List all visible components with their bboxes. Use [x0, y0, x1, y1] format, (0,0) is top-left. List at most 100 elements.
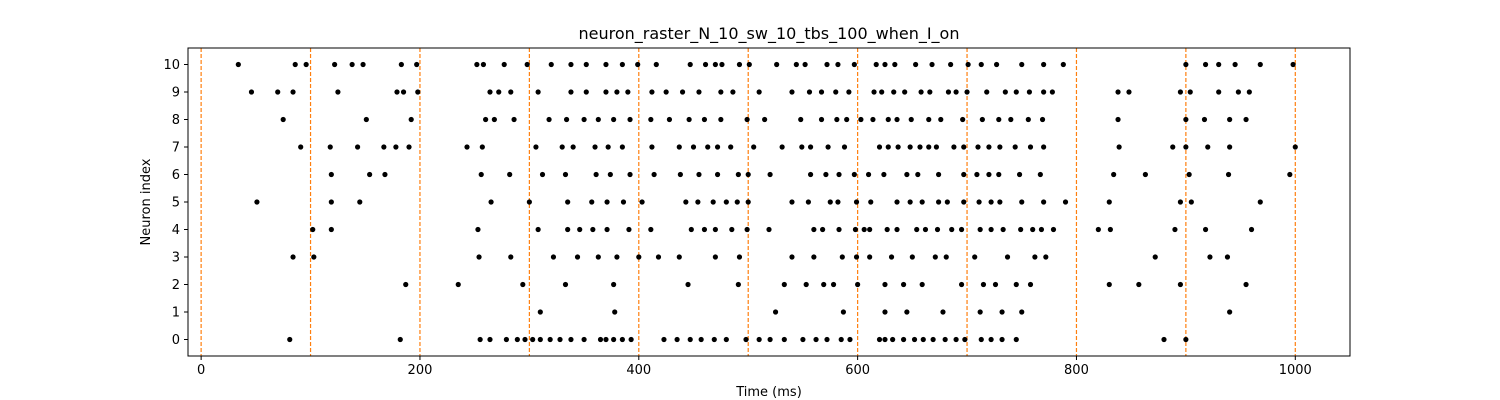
spike-n9-37	[984, 89, 990, 95]
spike-n8-1	[363, 116, 369, 123]
spike-n6-8	[607, 171, 613, 178]
y-tick-label-10: 10	[163, 58, 180, 73]
spike-n0-44	[988, 336, 994, 343]
spike-n2-19	[1027, 281, 1034, 288]
spike-n8-8	[581, 116, 587, 123]
spike-n6-0	[328, 171, 334, 178]
spike-n0-21	[698, 336, 704, 343]
spike-n7-22	[799, 144, 805, 150]
spike-n6-25	[935, 171, 942, 178]
spike-n3-20	[932, 254, 938, 260]
spike-n7-18	[714, 144, 721, 150]
spike-n4-17	[820, 226, 826, 233]
spike-n4-34	[1038, 226, 1045, 233]
spike-n2-4	[611, 281, 617, 288]
spike-n3-17	[867, 254, 873, 260]
spike-n7-35	[975, 144, 981, 150]
spike-n0-29	[813, 336, 819, 343]
spike-n6-35	[1225, 171, 1232, 178]
spike-n0-33	[876, 336, 883, 343]
spike-n10-33	[892, 61, 898, 68]
spike-n5-10	[683, 199, 689, 205]
spike-n7-4	[393, 144, 399, 150]
spike-n4-15	[766, 226, 772, 233]
spike-n6-28	[986, 171, 992, 178]
spike-n10-44	[1202, 61, 1209, 68]
spike-n9-12	[583, 89, 589, 95]
spike-n10-22	[719, 61, 725, 68]
spike-n6-13	[714, 171, 721, 178]
spike-n9-25	[818, 89, 825, 95]
spike-n7-5	[406, 144, 412, 150]
spike-n0-28	[800, 336, 806, 343]
spike-n4-35	[1050, 226, 1057, 233]
spike-n7-13	[619, 144, 625, 150]
spike-n4-24	[914, 226, 920, 233]
spike-n9-26	[833, 89, 839, 95]
spike-n8-17	[744, 116, 750, 123]
spike-n8-14	[686, 116, 692, 123]
spike-n9-40	[1026, 89, 1033, 95]
y-tick-label-9: 9	[172, 86, 180, 101]
spike-n5-36	[1188, 199, 1194, 205]
spike-n7-37	[997, 144, 1003, 150]
spike-n7-7	[479, 144, 485, 150]
spike-n1-6	[940, 309, 946, 315]
spike-n4-8	[626, 226, 632, 233]
spike-n5-12	[710, 199, 716, 205]
spike-n2-13	[900, 281, 907, 288]
spike-n7-42	[1170, 144, 1176, 150]
spike-n6-3	[478, 171, 484, 178]
spike-n5-26	[944, 199, 950, 205]
spike-n8-9	[595, 116, 601, 123]
spike-n4-12	[712, 226, 718, 233]
spike-n6-2	[382, 171, 388, 178]
spike-n3-10	[676, 254, 682, 260]
spike-n5-16	[789, 199, 795, 205]
spike-n9-20	[718, 89, 724, 95]
spike-n2-22	[1177, 281, 1184, 288]
spike-n1-10	[1227, 309, 1233, 315]
spike-n3-25	[1043, 254, 1049, 260]
spike-n6-36	[1287, 171, 1293, 178]
spike-n4-18	[836, 226, 842, 233]
spike-n3-5	[574, 254, 581, 260]
spike-n4-16	[811, 226, 817, 233]
spike-n9-33	[927, 89, 933, 95]
spike-n6-10	[651, 171, 657, 178]
spike-n0-46	[1013, 336, 1019, 343]
spike-n3-22	[972, 254, 978, 260]
spike-n8-10	[611, 116, 617, 123]
spike-n4-21	[867, 226, 873, 233]
spike-n9-5	[400, 89, 407, 95]
spike-n8-20	[818, 116, 825, 123]
spike-n0-9	[547, 336, 553, 343]
spike-n6-33	[1142, 171, 1148, 178]
spike-n4-2	[475, 226, 481, 233]
spike-n6-4	[507, 171, 513, 178]
spike-n8-3	[483, 116, 489, 123]
spike-n3-4	[550, 254, 557, 260]
spike-n6-1	[367, 171, 373, 178]
spike-n10-29	[835, 61, 841, 68]
spike-n7-12	[605, 144, 611, 150]
spike-n10-20	[702, 61, 709, 68]
spike-n2-1	[403, 281, 409, 288]
spike-n6-14	[735, 171, 741, 178]
spike-n7-20	[751, 144, 757, 150]
spike-n4-11	[701, 226, 708, 233]
spike-n0-14	[603, 336, 609, 343]
spike-n0-36	[900, 336, 907, 343]
spike-n3-24	[1032, 254, 1038, 260]
x-tick-label-1000: 1000	[1279, 363, 1312, 378]
spike-n9-1	[275, 89, 281, 95]
spike-n9-11	[568, 89, 574, 95]
spike-n3-1	[311, 254, 317, 260]
spike-n8-26	[894, 116, 900, 123]
spike-n8-21	[834, 116, 840, 123]
y-tick-label-2: 2	[172, 278, 180, 293]
spike-n4-6	[590, 226, 596, 233]
x-tick-label-400: 400	[626, 363, 651, 378]
spike-n1-3	[840, 309, 847, 315]
spike-n5-30	[997, 199, 1003, 205]
